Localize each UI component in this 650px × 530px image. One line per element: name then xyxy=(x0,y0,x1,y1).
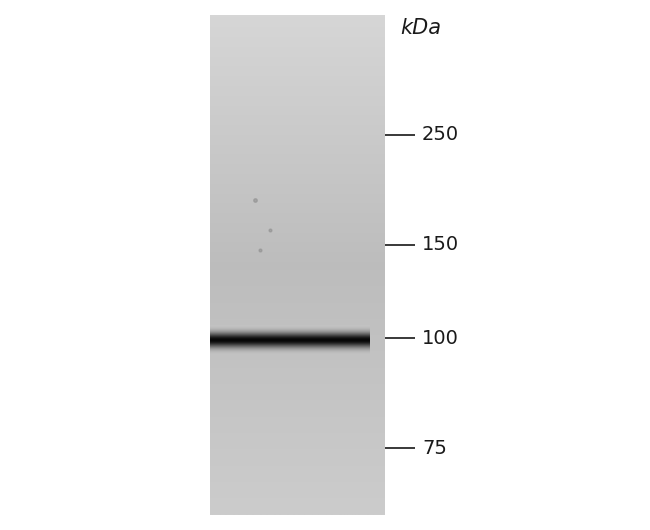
Text: 100: 100 xyxy=(422,329,459,348)
Text: kDa: kDa xyxy=(400,18,441,38)
Text: 150: 150 xyxy=(422,235,459,254)
Text: 75: 75 xyxy=(422,438,447,457)
Text: 250: 250 xyxy=(422,126,459,145)
